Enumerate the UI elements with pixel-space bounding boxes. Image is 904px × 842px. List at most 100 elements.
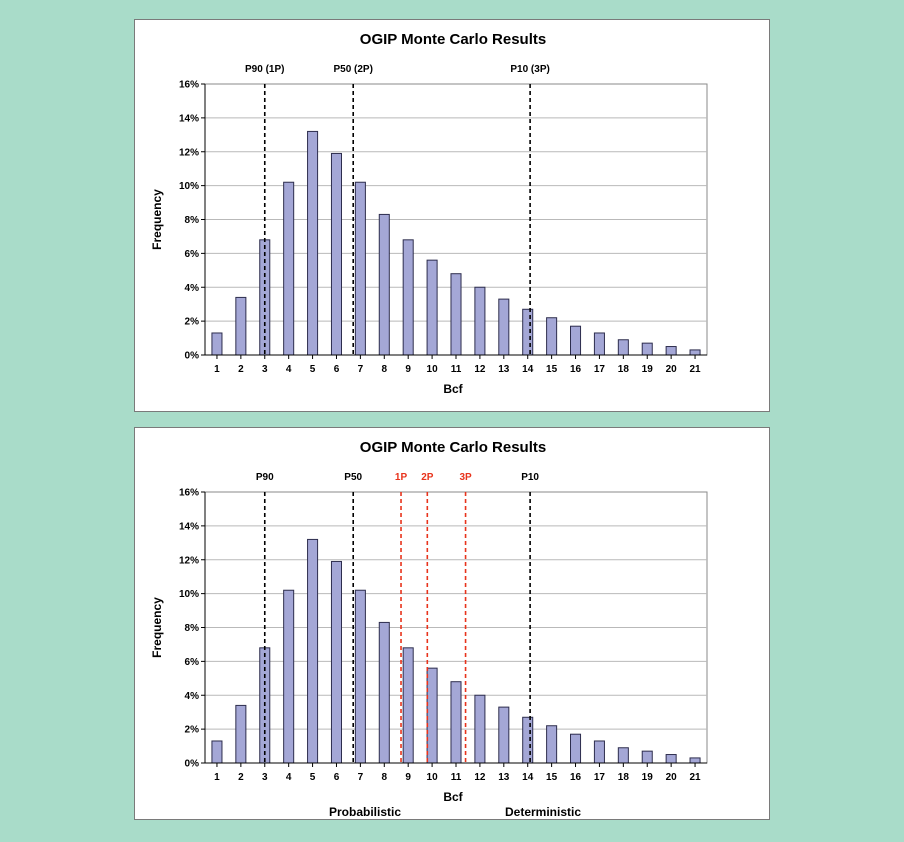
reference-line-label: P90 (1P) (245, 64, 284, 75)
x-tick-label: 7 (358, 772, 364, 783)
x-tick-label: 3 (262, 772, 268, 783)
x-tick-label: 15 (546, 364, 558, 375)
bar-13 (498, 298, 510, 356)
x-tick-label: 14 (522, 364, 534, 375)
bar-14 (522, 716, 534, 764)
bar-4 (283, 181, 295, 356)
x-tick-label: 18 (618, 364, 630, 375)
x-tick-label: 3 (262, 364, 268, 375)
x-tick-label: 5 (310, 364, 316, 375)
reference-line-label: P90 (256, 472, 274, 483)
y-tick-label: 10% (179, 181, 199, 192)
y-tick-label: 8% (185, 623, 200, 634)
y-tick-label: 14% (179, 521, 199, 532)
y-tick-label: 10% (179, 589, 199, 600)
x-tick-label: 19 (642, 772, 654, 783)
bar-17 (593, 740, 605, 764)
bar-17 (593, 332, 605, 356)
x-tick-label: 20 (666, 772, 678, 783)
reference-line-label: P10 (521, 472, 539, 483)
y-axis-label: Frequency (150, 597, 164, 658)
reference-line-label: P50 (2P) (333, 64, 372, 75)
x-tick-label: 1 (214, 364, 220, 375)
x-tick-label: 6 (334, 364, 340, 375)
reference-line-label: 3P (459, 472, 472, 483)
x-axis-label: Bcf (443, 790, 463, 804)
x-tick-label: 17 (594, 772, 606, 783)
bottom-label: Deterministic (505, 805, 581, 819)
bar-21 (689, 757, 701, 764)
reference-line-label: 2P (421, 472, 434, 483)
x-tick-label: 16 (570, 364, 582, 375)
y-tick-label: 6% (185, 657, 200, 668)
bar-1 (211, 740, 223, 764)
y-tick-label: 0% (185, 351, 200, 362)
chart-title: OGIP Monte Carlo Results (360, 439, 546, 456)
y-tick-label: 2% (185, 317, 200, 328)
bar-21 (689, 349, 701, 356)
x-tick-label: 8 (382, 364, 388, 375)
bar-15 (546, 725, 558, 764)
bar-20 (665, 346, 677, 356)
bar-8 (378, 213, 390, 356)
bar-5 (307, 538, 319, 764)
bar-6 (330, 152, 342, 356)
reference-line-label: P50 (344, 472, 362, 483)
bar-16 (570, 325, 582, 356)
x-tick-label: 4 (286, 364, 292, 375)
bar-13 (498, 706, 510, 764)
x-tick-label: 13 (498, 364, 510, 375)
x-tick-label: 21 (689, 364, 701, 375)
x-tick-label: 21 (689, 772, 701, 783)
y-tick-label: 14% (179, 113, 199, 124)
x-tick-label: 16 (570, 772, 582, 783)
bar-1 (211, 332, 223, 356)
y-tick-label: 12% (179, 147, 199, 158)
chart-title: OGIP Monte Carlo Results (360, 31, 546, 48)
x-tick-label: 6 (334, 772, 340, 783)
y-tick-label: 16% (179, 80, 199, 91)
x-tick-label: 15 (546, 772, 558, 783)
bar-11 (450, 681, 462, 764)
bar-6 (330, 560, 342, 764)
y-tick-label: 12% (179, 555, 199, 566)
bar-8 (378, 621, 390, 764)
ogip-chart-top: OGIP Monte Carlo Results 0% 2% 4% 6% 8% 10% 12%… (150, 31, 708, 396)
x-axis-label: Bcf (443, 382, 463, 396)
x-tick-label: 9 (405, 772, 411, 783)
bar-18 (617, 747, 629, 764)
x-tick-label: 11 (451, 364, 462, 375)
reference-line-label: 1P (395, 472, 408, 483)
x-tick-label: 8 (382, 772, 388, 783)
bar-9 (402, 239, 414, 356)
x-tick-label: 9 (405, 364, 411, 375)
x-tick-label: 17 (594, 364, 606, 375)
bar-12 (474, 694, 486, 764)
x-tick-label: 20 (666, 364, 678, 375)
reference-line-label: P10 (3P) (510, 64, 549, 75)
ogip-chart-bottom: OGIP Monte Carlo Results 0% 2% 4% 6% 8% 10% 12%… (150, 439, 708, 819)
x-tick-label: 1 (214, 772, 220, 783)
bar-2 (235, 704, 247, 764)
y-tick-label: 2% (185, 725, 200, 736)
y-tick-label: 16% (179, 488, 199, 499)
x-tick-label: 12 (474, 364, 486, 375)
bar-10 (426, 259, 438, 356)
x-tick-label: 14 (522, 772, 534, 783)
x-tick-label: 4 (286, 772, 292, 783)
bar-18 (617, 339, 629, 356)
y-axis-label: Frequency (150, 189, 164, 250)
chart-panel-top: OGIP Monte Carlo Results 0% 2% 4% 6% 8% 10% 12%… (134, 19, 770, 412)
bottom-label: Probabilistic (329, 805, 401, 819)
y-tick-label: 4% (185, 283, 200, 294)
bar-15 (546, 317, 558, 356)
y-tick-label: 8% (185, 215, 200, 226)
bar-20 (665, 754, 677, 764)
bar-12 (474, 286, 486, 356)
bar-14 (522, 308, 534, 356)
x-tick-label: 19 (642, 364, 654, 375)
x-tick-label: 18 (618, 772, 630, 783)
x-tick-label: 10 (427, 364, 439, 375)
x-tick-label: 2 (238, 364, 244, 375)
x-tick-label: 5 (310, 772, 316, 783)
